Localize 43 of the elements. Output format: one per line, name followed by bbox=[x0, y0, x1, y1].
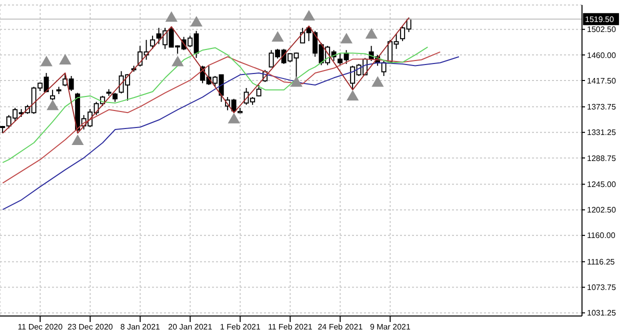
point bbox=[172, 56, 184, 66]
y-tick-label: 1245.00 bbox=[587, 180, 616, 190]
point bbox=[372, 76, 384, 87]
x-tick-label: 20 Jan 2021 bbox=[168, 322, 213, 332]
y-tick-label: 1417.50 bbox=[587, 76, 616, 86]
point bbox=[340, 32, 353, 44]
y-tick-label: 1373.75 bbox=[587, 102, 616, 112]
x-tick-label: 1 Feb 2021 bbox=[220, 322, 261, 332]
candlestick bbox=[150, 35, 156, 50]
candlestick bbox=[112, 92, 118, 102]
x-tick-label: 23 Dec 2020 bbox=[68, 322, 114, 332]
point bbox=[59, 54, 72, 64]
line-series bbox=[2, 56, 460, 210]
y-tick-label: 1202.50 bbox=[587, 206, 616, 215]
y-tick-label: 1288.75 bbox=[587, 154, 616, 163]
candlestick bbox=[256, 84, 262, 97]
y-tick-label: 1073.75 bbox=[587, 283, 616, 292]
point bbox=[46, 100, 59, 110]
point bbox=[302, 10, 316, 21]
point bbox=[272, 31, 284, 42]
x-tick-label: 9 Mar 2021 bbox=[370, 322, 411, 332]
line-series bbox=[2, 46, 428, 164]
candlestick bbox=[50, 89, 56, 101]
ref-line-label: 1519.50 bbox=[585, 15, 614, 24]
point bbox=[228, 112, 240, 124]
y-tick-label: 1331.25 bbox=[587, 128, 616, 138]
y-tick-label: 1160.00 bbox=[587, 231, 616, 240]
y-tick-label: 1031.25 bbox=[587, 308, 616, 318]
line-series bbox=[2, 51, 441, 184]
point bbox=[190, 16, 203, 27]
y-tick-label: 1116.25 bbox=[587, 258, 616, 267]
x-tick-label: 11 Dec 2020 bbox=[18, 322, 64, 332]
point bbox=[365, 28, 378, 39]
point bbox=[290, 76, 303, 87]
point bbox=[165, 11, 178, 22]
point bbox=[72, 134, 84, 146]
point bbox=[40, 56, 53, 66]
point bbox=[346, 90, 359, 101]
x-tick-label: 11 Feb 2021 bbox=[268, 322, 313, 332]
y-tick-label: 1502.50 bbox=[587, 25, 616, 34]
x-tick-label: 24 Feb 2021 bbox=[318, 322, 364, 332]
x-tick-label: 8 Jan 2021 bbox=[120, 322, 161, 332]
y-tick-label: 1460.00 bbox=[587, 50, 616, 60]
